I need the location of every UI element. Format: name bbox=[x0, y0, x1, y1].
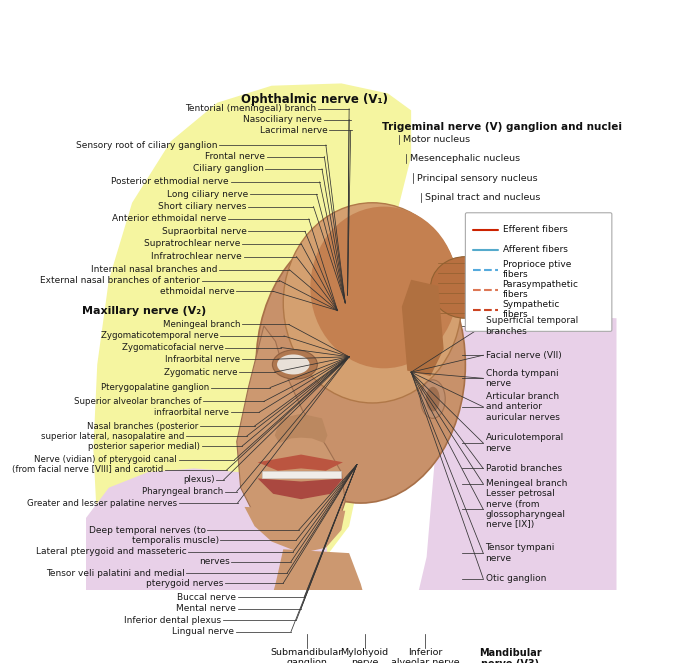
Text: Buccal nerve: Buccal nerve bbox=[177, 593, 236, 601]
Text: Pterygopalatine ganglion: Pterygopalatine ganglion bbox=[101, 383, 210, 392]
Text: Chorda tympani
nerve: Chorda tympani nerve bbox=[486, 369, 558, 388]
Text: Long ciliary nerve: Long ciliary nerve bbox=[167, 190, 249, 199]
Text: Articular branch
and anterior
auricular nerves: Articular branch and anterior auricular … bbox=[486, 392, 560, 422]
Ellipse shape bbox=[430, 257, 500, 318]
Text: Mandibular
nerve (V3): Mandibular nerve (V3) bbox=[479, 648, 542, 663]
Text: Mesencephalic nucleus: Mesencephalic nucleus bbox=[410, 154, 520, 163]
Text: Mylohyoid
nerve: Mylohyoid nerve bbox=[340, 648, 388, 663]
Text: Inferior dental plexus: Inferior dental plexus bbox=[124, 616, 221, 625]
Text: Afferent fibers: Afferent fibers bbox=[503, 245, 567, 254]
Text: Maxillary nerve (V₂): Maxillary nerve (V₂) bbox=[82, 306, 206, 316]
Text: Supratrochlear nerve: Supratrochlear nerve bbox=[145, 239, 240, 248]
Text: Meningeal branch: Meningeal branch bbox=[163, 320, 240, 329]
Polygon shape bbox=[258, 455, 343, 471]
Text: Otic ganglion: Otic ganglion bbox=[486, 574, 546, 583]
Text: Facial nerve (VII): Facial nerve (VII) bbox=[486, 351, 561, 360]
Text: superior lateral, nasopalatire and: superior lateral, nasopalatire and bbox=[42, 432, 185, 441]
Polygon shape bbox=[93, 84, 411, 584]
Text: Ciliary ganglion: Ciliary ganglion bbox=[193, 164, 264, 174]
Text: Nasal branches (posterior: Nasal branches (posterior bbox=[87, 422, 198, 430]
Text: Ophthalmic nerve (V₁): Ophthalmic nerve (V₁) bbox=[240, 93, 388, 107]
Text: Zygomaticofacial nerve: Zygomaticofacial nerve bbox=[122, 343, 223, 352]
Text: Infraorbital nerve: Infraorbital nerve bbox=[166, 355, 240, 363]
Text: Internal nasal branches and: Internal nasal branches and bbox=[91, 265, 217, 274]
Text: Deep temporal nerves (to: Deep temporal nerves (to bbox=[89, 526, 206, 534]
Text: pterygoid nerves: pterygoid nerves bbox=[146, 579, 223, 587]
Text: Meningeal branch: Meningeal branch bbox=[486, 479, 567, 489]
Text: Tensor veli palatini and medial: Tensor veli palatini and medial bbox=[46, 569, 185, 577]
FancyBboxPatch shape bbox=[465, 213, 612, 332]
Ellipse shape bbox=[426, 387, 440, 412]
Text: Motor nucleus: Motor nucleus bbox=[403, 135, 471, 144]
Text: Pharyngeal branch: Pharyngeal branch bbox=[142, 487, 223, 496]
Polygon shape bbox=[245, 507, 345, 553]
Text: Infratrochlear nerve: Infratrochlear nerve bbox=[151, 252, 242, 261]
Text: temporalis muscle): temporalis muscle) bbox=[132, 536, 219, 544]
Text: Superficial temporal
branches: Superficial temporal branches bbox=[486, 316, 577, 335]
Text: Posterior ethmodial nerve: Posterior ethmodial nerve bbox=[112, 178, 229, 186]
Text: Spinal tract and nucleus: Spinal tract and nucleus bbox=[425, 193, 540, 202]
Ellipse shape bbox=[273, 350, 317, 379]
Text: Nasociliary nerve: Nasociliary nerve bbox=[243, 115, 322, 124]
Polygon shape bbox=[272, 549, 364, 598]
Text: Tentorial (meningeal) branch: Tentorial (meningeal) branch bbox=[186, 104, 316, 113]
Text: Lesser petrosal
nerve (from
glossopharyngeal
nerve [IX]): Lesser petrosal nerve (from glossopharyn… bbox=[486, 489, 566, 529]
Text: Efferent fibers: Efferent fibers bbox=[503, 225, 567, 234]
Polygon shape bbox=[275, 414, 327, 443]
Text: Lacrimal nerve: Lacrimal nerve bbox=[260, 126, 327, 135]
Text: Lingual nerve: Lingual nerve bbox=[173, 627, 234, 636]
Ellipse shape bbox=[284, 203, 462, 403]
Text: Sympathetic
fibers: Sympathetic fibers bbox=[503, 300, 560, 320]
Text: Parasympathetic
fibers: Parasympathetic fibers bbox=[503, 280, 579, 300]
Text: Proprioce ptive
fibers: Proprioce ptive fibers bbox=[503, 260, 571, 279]
Text: Frontal nerve: Frontal nerve bbox=[206, 152, 265, 161]
Text: Supraorbital nerve: Supraorbital nerve bbox=[162, 227, 247, 236]
Ellipse shape bbox=[277, 355, 310, 375]
Polygon shape bbox=[262, 471, 341, 479]
Text: Submandibular
ganglion: Submandibular ganglion bbox=[271, 648, 342, 663]
Text: (from facial nerve [VIII] and carotid: (from facial nerve [VIII] and carotid bbox=[12, 465, 163, 475]
Polygon shape bbox=[258, 479, 343, 499]
Text: Short ciliary nerves: Short ciliary nerves bbox=[158, 202, 247, 211]
Text: Mental nerve: Mental nerve bbox=[176, 604, 236, 613]
Text: Parotid branches: Parotid branches bbox=[486, 464, 562, 473]
Text: ethmoidal nerve: ethmoidal nerve bbox=[160, 287, 234, 296]
Polygon shape bbox=[402, 280, 444, 376]
Text: External nasal branches of anterior: External nasal branches of anterior bbox=[40, 276, 200, 285]
Text: Sensory root of ciliary ganglion: Sensory root of ciliary ganglion bbox=[76, 141, 217, 150]
Text: Tensor tympani
nerve: Tensor tympani nerve bbox=[486, 544, 555, 563]
Text: Principal sensory nucleus: Principal sensory nucleus bbox=[417, 174, 538, 182]
Text: Inferior
alveolar nerve: Inferior alveolar nerve bbox=[390, 648, 460, 663]
Text: Anterior ethmoidal nerve: Anterior ethmoidal nerve bbox=[112, 214, 227, 223]
Polygon shape bbox=[86, 314, 616, 590]
Text: Zygomaticotemporal nerve: Zygomaticotemporal nerve bbox=[101, 332, 219, 341]
Ellipse shape bbox=[310, 207, 458, 369]
Text: Superior alveolar branches of: Superior alveolar branches of bbox=[75, 397, 202, 406]
Text: nerves: nerves bbox=[199, 557, 229, 566]
Text: posterior saperior medial): posterior saperior medial) bbox=[88, 442, 200, 451]
Ellipse shape bbox=[256, 226, 465, 503]
Ellipse shape bbox=[421, 380, 445, 418]
Text: plexus): plexus) bbox=[183, 475, 214, 485]
Text: infraorbital nerve: infraorbital nerve bbox=[154, 408, 229, 417]
Text: Greater and lesser palatine nerves: Greater and lesser palatine nerves bbox=[27, 499, 177, 508]
Text: Trigeminal nerve (V) ganglion and nuclei: Trigeminal nerve (V) ganglion and nuclei bbox=[382, 122, 623, 132]
Text: Lateral pterygoid and masseteric: Lateral pterygoid and masseteric bbox=[36, 547, 186, 556]
Polygon shape bbox=[237, 326, 345, 538]
Text: Auriculotemporal
nerve: Auriculotemporal nerve bbox=[486, 434, 564, 453]
Text: Zygomatic nerve: Zygomatic nerve bbox=[164, 368, 238, 377]
Text: Nerve (vidian) of pterygoid canal: Nerve (vidian) of pterygoid canal bbox=[34, 455, 177, 465]
